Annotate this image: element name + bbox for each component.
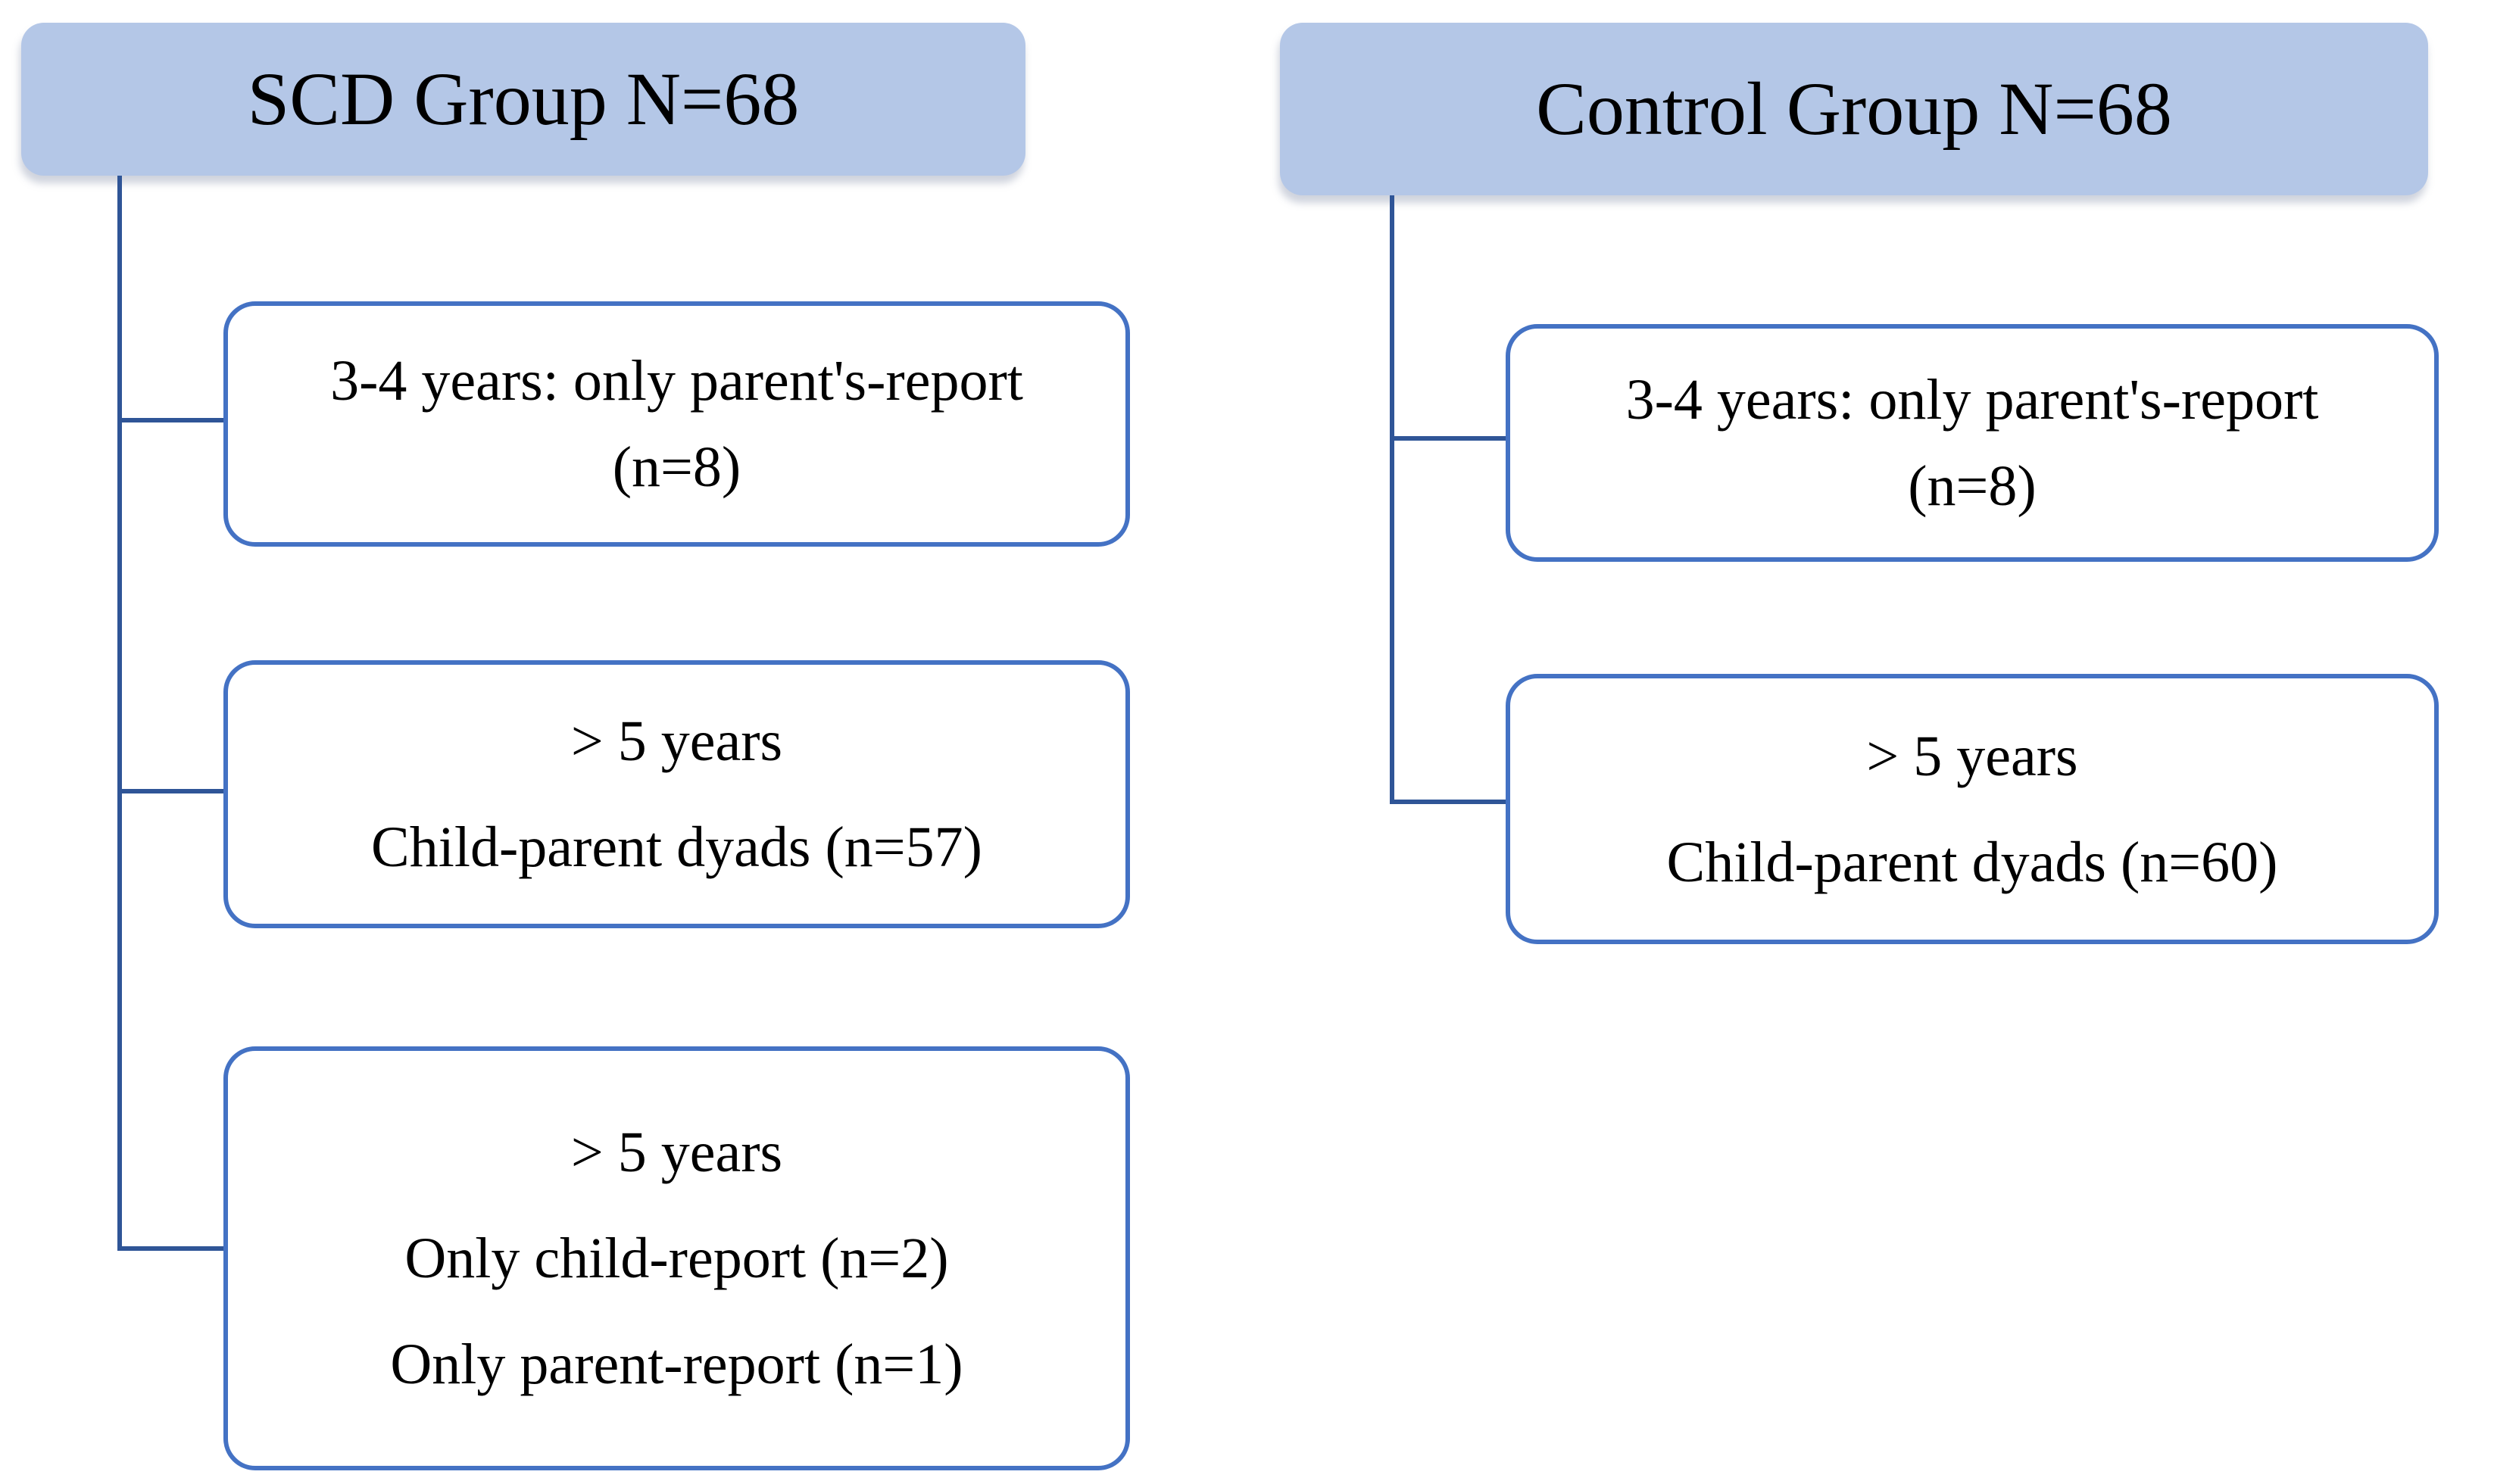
scd-box-over-5-years-single-reports: > 5 years Only child-report (n=2) Only p…: [223, 1046, 1130, 1470]
scd-connector-branch-2: [120, 789, 226, 793]
box-text-line: Only child-report (n=2): [404, 1227, 949, 1290]
box-text-line: Child-parent dyads (n=60): [1666, 830, 2278, 894]
box-text-line: (n=8): [1908, 454, 2037, 518]
box-text-line: > 5 years: [570, 1121, 783, 1184]
control-connector-vertical-line: [1390, 195, 1394, 804]
scd-group-header-label: SCD Group N=68: [247, 57, 800, 141]
control-box-3-4-years-parent-report: 3-4 years: only parent's-report (n=8): [1506, 324, 2439, 562]
control-box-over-5-years-dyads: > 5 years Child-parent dyads (n=60): [1506, 674, 2439, 944]
box-text-line: > 5 years: [1866, 724, 2078, 788]
box-text-line: (n=8): [612, 435, 741, 499]
box-text-line: Child-parent dyads (n=57): [371, 815, 982, 879]
box-text-line: 3-4 years: only parent's-report: [1625, 368, 2319, 432]
control-group-header-label: Control Group N=68: [1536, 67, 2172, 151]
box-text-line: > 5 years: [570, 709, 783, 773]
scd-connector-branch-1: [120, 418, 226, 422]
box-text-line: Only parent-report (n=1): [390, 1333, 963, 1396]
control-connector-branch-2: [1392, 800, 1508, 804]
scd-connector-vertical-line: [117, 176, 122, 1251]
scd-box-3-4-years-parent-report: 3-4 years: only parent's-report (n=8): [223, 301, 1130, 547]
scd-group-header-box: SCD Group N=68: [21, 23, 1025, 176]
box-text-line: 3-4 years: only parent's-report: [330, 349, 1023, 413]
control-connector-branch-1: [1392, 436, 1508, 441]
scd-connector-branch-3: [120, 1246, 226, 1251]
scd-box-over-5-years-dyads: > 5 years Child-parent dyads (n=57): [223, 660, 1130, 928]
control-group-header-box: Control Group N=68: [1280, 23, 2428, 195]
